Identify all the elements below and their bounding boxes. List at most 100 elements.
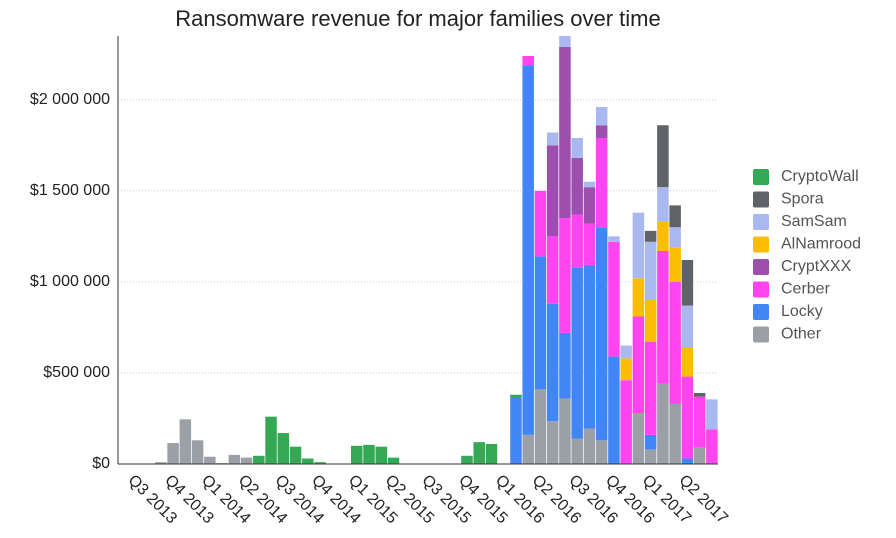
bar-segment bbox=[644, 449, 657, 464]
bar-segment bbox=[595, 107, 608, 126]
bar-segment bbox=[669, 281, 681, 404]
bar-segment bbox=[559, 36, 571, 47]
bar-segment bbox=[632, 316, 645, 414]
y-tick-label: $500 000 bbox=[43, 364, 110, 381]
bar-segment bbox=[363, 444, 375, 464]
legend-label: CryptoWall bbox=[781, 168, 859, 185]
legend-label: AlNamrood bbox=[781, 236, 861, 253]
bar-segment bbox=[657, 125, 669, 188]
legend-swatch bbox=[753, 304, 769, 320]
bar-segment bbox=[375, 446, 388, 464]
bar-segment bbox=[204, 456, 216, 464]
bar-segment bbox=[693, 447, 706, 464]
bar-segment bbox=[461, 455, 473, 464]
bar-segment bbox=[608, 236, 620, 242]
bar-segment bbox=[314, 462, 326, 464]
bar-segment bbox=[669, 205, 681, 228]
bar-segment bbox=[595, 227, 608, 441]
bar-segment bbox=[681, 347, 694, 377]
bar-segment bbox=[595, 137, 608, 228]
bar-segment bbox=[289, 446, 302, 464]
bar-segment bbox=[583, 181, 596, 188]
legend-swatch bbox=[753, 191, 769, 208]
bar-segment bbox=[669, 403, 681, 464]
bar-segment bbox=[534, 190, 547, 257]
y-tick-label: $1 000 000 bbox=[30, 273, 110, 290]
legend-swatch bbox=[753, 236, 769, 253]
y-tick-label: $1 500 000 bbox=[30, 182, 110, 199]
bar-segment bbox=[485, 443, 498, 464]
legend-label: Cerber bbox=[781, 281, 831, 298]
bar-segment bbox=[632, 212, 645, 279]
bar-segment bbox=[571, 137, 583, 159]
bar-segment bbox=[681, 260, 694, 306]
bar-segment bbox=[620, 358, 632, 381]
bar-segment bbox=[387, 457, 400, 464]
bar-segment bbox=[546, 236, 559, 304]
bar-segment bbox=[669, 227, 681, 248]
bar-segment bbox=[522, 56, 534, 66]
bar-segment bbox=[693, 396, 706, 448]
bar-segment bbox=[253, 455, 265, 464]
bar-segment bbox=[277, 433, 290, 464]
bar-segment bbox=[546, 145, 559, 237]
y-tick-label: $0 bbox=[92, 455, 110, 472]
bar-segment bbox=[534, 389, 547, 464]
bar-segment bbox=[644, 341, 657, 435]
bar-segment bbox=[644, 230, 657, 242]
bar-segment bbox=[534, 256, 547, 390]
legend-label: CryptXXX bbox=[781, 258, 852, 275]
bar-segment bbox=[583, 265, 596, 429]
bar-segment bbox=[583, 428, 596, 464]
bar-segment bbox=[583, 223, 596, 266]
bar-segment bbox=[571, 158, 583, 215]
bar-segment bbox=[681, 305, 694, 348]
chart-title: Ransomware revenue for major families ov… bbox=[175, 6, 660, 31]
bar-segment bbox=[191, 440, 204, 464]
bar-segment bbox=[546, 132, 559, 146]
bar-segment bbox=[657, 383, 669, 464]
bar-segment bbox=[644, 434, 657, 450]
legend-swatch bbox=[753, 326, 769, 343]
bar-segment bbox=[706, 399, 718, 430]
bar-segment bbox=[351, 445, 363, 464]
bar-segment bbox=[681, 458, 694, 464]
legend-swatch bbox=[753, 259, 769, 275]
bar-segment bbox=[546, 303, 559, 422]
bar-segment bbox=[240, 457, 253, 464]
legend-swatch bbox=[753, 281, 769, 298]
bar-segment bbox=[608, 356, 620, 464]
bar-segment bbox=[583, 187, 596, 224]
bar-segment bbox=[522, 65, 534, 435]
bar-segment bbox=[510, 394, 522, 398]
bar-segment bbox=[595, 125, 608, 138]
bar-segment bbox=[608, 241, 620, 357]
bar-segment bbox=[644, 241, 657, 301]
bar-segment bbox=[228, 454, 241, 464]
bar-segment bbox=[657, 221, 669, 251]
legend-label: Locky bbox=[781, 303, 823, 320]
bar-segment bbox=[559, 332, 571, 399]
bar-segment bbox=[265, 416, 277, 464]
bar-segment bbox=[522, 434, 534, 464]
y-tick-label: $2 000 000 bbox=[30, 91, 110, 108]
bar-segment bbox=[155, 462, 167, 464]
bar-segment bbox=[571, 267, 583, 439]
bar-segment bbox=[559, 218, 571, 333]
bar-segment bbox=[657, 187, 669, 222]
bar-segment bbox=[473, 442, 485, 464]
bar-segment bbox=[571, 214, 583, 268]
bar-segment bbox=[179, 419, 192, 464]
bar-segment bbox=[681, 376, 694, 459]
bar-segment bbox=[632, 278, 645, 317]
bar-segment bbox=[595, 440, 608, 464]
legend-swatch bbox=[753, 214, 769, 230]
bar-segment bbox=[620, 345, 632, 359]
bar-segment bbox=[693, 392, 706, 397]
bar-segment bbox=[559, 46, 571, 219]
bar-segment bbox=[546, 421, 559, 464]
bar-segment bbox=[632, 413, 645, 464]
legend-label: Spora bbox=[781, 191, 824, 208]
bar-segment bbox=[510, 397, 522, 464]
